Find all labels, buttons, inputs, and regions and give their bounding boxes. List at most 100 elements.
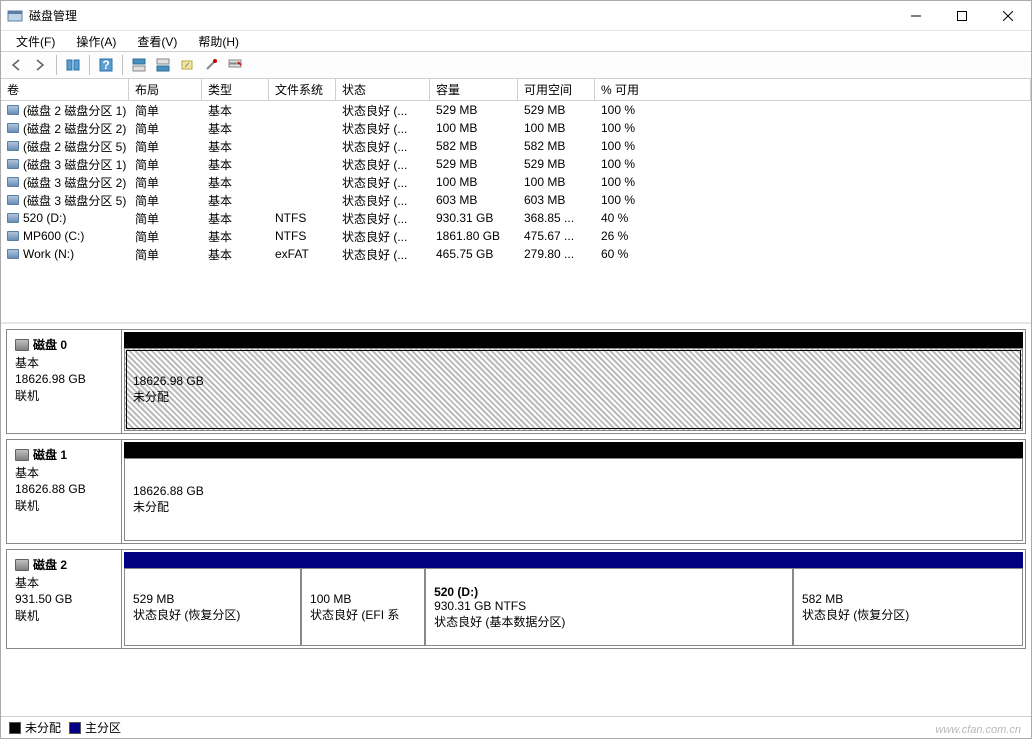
legend: 未分配 主分区 bbox=[1, 716, 1031, 738]
volume-row[interactable]: (磁盘 3 磁盘分区 5) 简单 基本 状态良好 (... 603 MB 603… bbox=[1, 191, 1031, 209]
legend-unallocated-label: 未分配 bbox=[25, 719, 61, 736]
volume-icon bbox=[7, 177, 19, 187]
partition-status: 状态良好 (恢复分区) bbox=[133, 606, 292, 623]
volume-name: (磁盘 2 磁盘分区 2) bbox=[23, 120, 126, 137]
properties-button[interactable] bbox=[200, 54, 222, 76]
list-button[interactable] bbox=[224, 54, 246, 76]
volume-capacity: 529 MB bbox=[430, 156, 518, 172]
minimize-button[interactable] bbox=[893, 1, 939, 31]
volume-status: 状态良好 (... bbox=[336, 155, 430, 174]
help-button[interactable]: ? bbox=[95, 54, 117, 76]
partition[interactable]: 520 (D:)930.31 GB NTFS状态良好 (基本数据分区) bbox=[425, 568, 793, 646]
volume-status: 状态良好 (... bbox=[336, 137, 430, 156]
maximize-button[interactable] bbox=[939, 1, 985, 31]
volume-row[interactable]: (磁盘 3 磁盘分区 1) 简单 基本 状态良好 (... 529 MB 529… bbox=[1, 155, 1031, 173]
partition[interactable]: 529 MB状态良好 (恢复分区) bbox=[124, 568, 301, 646]
volume-row[interactable]: 520 (D:) 简单 基本 NTFS 状态良好 (... 930.31 GB … bbox=[1, 209, 1031, 227]
volume-name: Work (N:) bbox=[23, 247, 74, 261]
volume-name: 520 (D:) bbox=[23, 211, 66, 225]
col-pct[interactable]: % 可用 bbox=[595, 79, 1031, 100]
disk-type: 基本 bbox=[15, 464, 113, 481]
volume-pct: 100 % bbox=[595, 120, 1031, 136]
disk-status: 联机 bbox=[15, 607, 113, 624]
volume-fs bbox=[269, 163, 336, 165]
col-volume[interactable]: 卷 bbox=[1, 79, 129, 100]
col-status[interactable]: 状态 bbox=[336, 79, 430, 100]
disk-partitions: 529 MB状态良好 (恢复分区)100 MB状态良好 (EFI 系520 (D… bbox=[124, 552, 1023, 646]
volume-type: 基本 bbox=[202, 119, 269, 138]
disk-type: 基本 bbox=[15, 354, 113, 371]
volume-row[interactable]: (磁盘 2 磁盘分区 2) 简单 基本 状态良好 (... 100 MB 100… bbox=[1, 119, 1031, 137]
partition-size: 100 MB bbox=[310, 592, 416, 606]
partition-size: 529 MB bbox=[133, 592, 292, 606]
volume-layout: 简单 bbox=[129, 119, 202, 138]
disk-label[interactable]: 磁盘 0 基本 18626.98 GB 联机 bbox=[7, 330, 122, 433]
volume-type: 基本 bbox=[202, 191, 269, 210]
col-type[interactable]: 类型 bbox=[202, 79, 269, 100]
refresh-button[interactable] bbox=[176, 54, 198, 76]
disk-row: 磁盘 2 基本 931.50 GB 联机529 MB状态良好 (恢复分区)100… bbox=[6, 549, 1026, 649]
volume-layout: 简单 bbox=[129, 155, 202, 174]
volume-list-header: 卷 布局 类型 文件系统 状态 容量 可用空间 % 可用 bbox=[1, 79, 1031, 101]
volume-layout: 简单 bbox=[129, 227, 202, 246]
legend-unallocated: 未分配 bbox=[9, 719, 61, 736]
volume-row[interactable]: MP600 (C:) 简单 基本 NTFS 状态良好 (... 1861.80 … bbox=[1, 227, 1031, 245]
volume-pct: 40 % bbox=[595, 210, 1031, 226]
window-controls bbox=[893, 1, 1031, 31]
close-button[interactable] bbox=[985, 1, 1031, 31]
volume-icon bbox=[7, 141, 19, 151]
volume-name: (磁盘 3 磁盘分区 5) bbox=[23, 192, 126, 209]
disk-label[interactable]: 磁盘 1 基本 18626.88 GB 联机 bbox=[7, 440, 122, 543]
menu-file[interactable]: 文件(F) bbox=[8, 31, 63, 52]
settings-top-button[interactable] bbox=[128, 54, 150, 76]
volume-capacity: 1861.80 GB bbox=[430, 228, 518, 244]
disk-type: 基本 bbox=[15, 574, 113, 591]
volume-pct: 26 % bbox=[595, 228, 1031, 244]
volume-pct: 100 % bbox=[595, 174, 1031, 190]
app-icon bbox=[7, 8, 23, 24]
volume-row[interactable]: (磁盘 3 磁盘分区 2) 简单 基本 状态良好 (... 100 MB 100… bbox=[1, 173, 1031, 191]
volume-pct: 100 % bbox=[595, 102, 1031, 118]
volume-row[interactable]: Work (N:) 简单 基本 exFAT 状态良好 (... 465.75 G… bbox=[1, 245, 1031, 263]
volume-name: (磁盘 3 磁盘分区 2) bbox=[23, 174, 126, 191]
show-hide-console-button[interactable] bbox=[62, 54, 84, 76]
volume-capacity: 529 MB bbox=[430, 102, 518, 118]
volume-layout: 简单 bbox=[129, 101, 202, 120]
partition[interactable]: 18626.88 GB未分配 bbox=[124, 458, 1023, 541]
col-layout[interactable]: 布局 bbox=[129, 79, 202, 100]
disk-label[interactable]: 磁盘 2 基本 931.50 GB 联机 bbox=[7, 550, 122, 648]
volume-pct: 100 % bbox=[595, 156, 1031, 172]
volume-free: 529 MB bbox=[518, 102, 595, 118]
disk-size: 18626.88 GB bbox=[15, 482, 113, 496]
partition-size: 18626.88 GB bbox=[133, 484, 1014, 498]
disk-name: 磁盘 2 bbox=[33, 556, 67, 573]
partition[interactable]: 18626.98 GB未分配 bbox=[124, 348, 1023, 431]
volume-row[interactable]: (磁盘 2 磁盘分区 5) 简单 基本 状态良好 (... 582 MB 582… bbox=[1, 137, 1031, 155]
volume-icon bbox=[7, 105, 19, 115]
disk-color-bar bbox=[124, 332, 1023, 348]
volume-layout: 简单 bbox=[129, 245, 202, 264]
menu-view[interactable]: 查看(V) bbox=[129, 31, 185, 52]
volume-row[interactable]: (磁盘 2 磁盘分区 1) 简单 基本 状态良好 (... 529 MB 529… bbox=[1, 101, 1031, 119]
window-title: 磁盘管理 bbox=[29, 7, 77, 24]
volume-free: 368.85 ... bbox=[518, 210, 595, 226]
partition[interactable]: 100 MB状态良好 (EFI 系 bbox=[301, 568, 425, 646]
col-free[interactable]: 可用空间 bbox=[518, 79, 595, 100]
back-button[interactable] bbox=[5, 54, 27, 76]
volume-icon bbox=[7, 213, 19, 223]
partition-size: 18626.98 GB bbox=[133, 374, 1014, 388]
volume-layout: 简单 bbox=[129, 209, 202, 228]
forward-button[interactable] bbox=[29, 54, 51, 76]
settings-bottom-button[interactable] bbox=[152, 54, 174, 76]
partition[interactable]: 582 MB状态良好 (恢复分区) bbox=[793, 568, 1023, 646]
menu-help[interactable]: 帮助(H) bbox=[190, 31, 247, 52]
col-capacity[interactable]: 容量 bbox=[430, 79, 518, 100]
volume-pct: 60 % bbox=[595, 246, 1031, 262]
legend-primary-label: 主分区 bbox=[85, 719, 121, 736]
col-filesystem[interactable]: 文件系统 bbox=[269, 79, 336, 100]
volume-status: 状态良好 (... bbox=[336, 101, 430, 120]
disk-status: 联机 bbox=[15, 497, 113, 514]
menu-action[interactable]: 操作(A) bbox=[68, 31, 124, 52]
volume-type: 基本 bbox=[202, 173, 269, 192]
volume-free: 100 MB bbox=[518, 120, 595, 136]
